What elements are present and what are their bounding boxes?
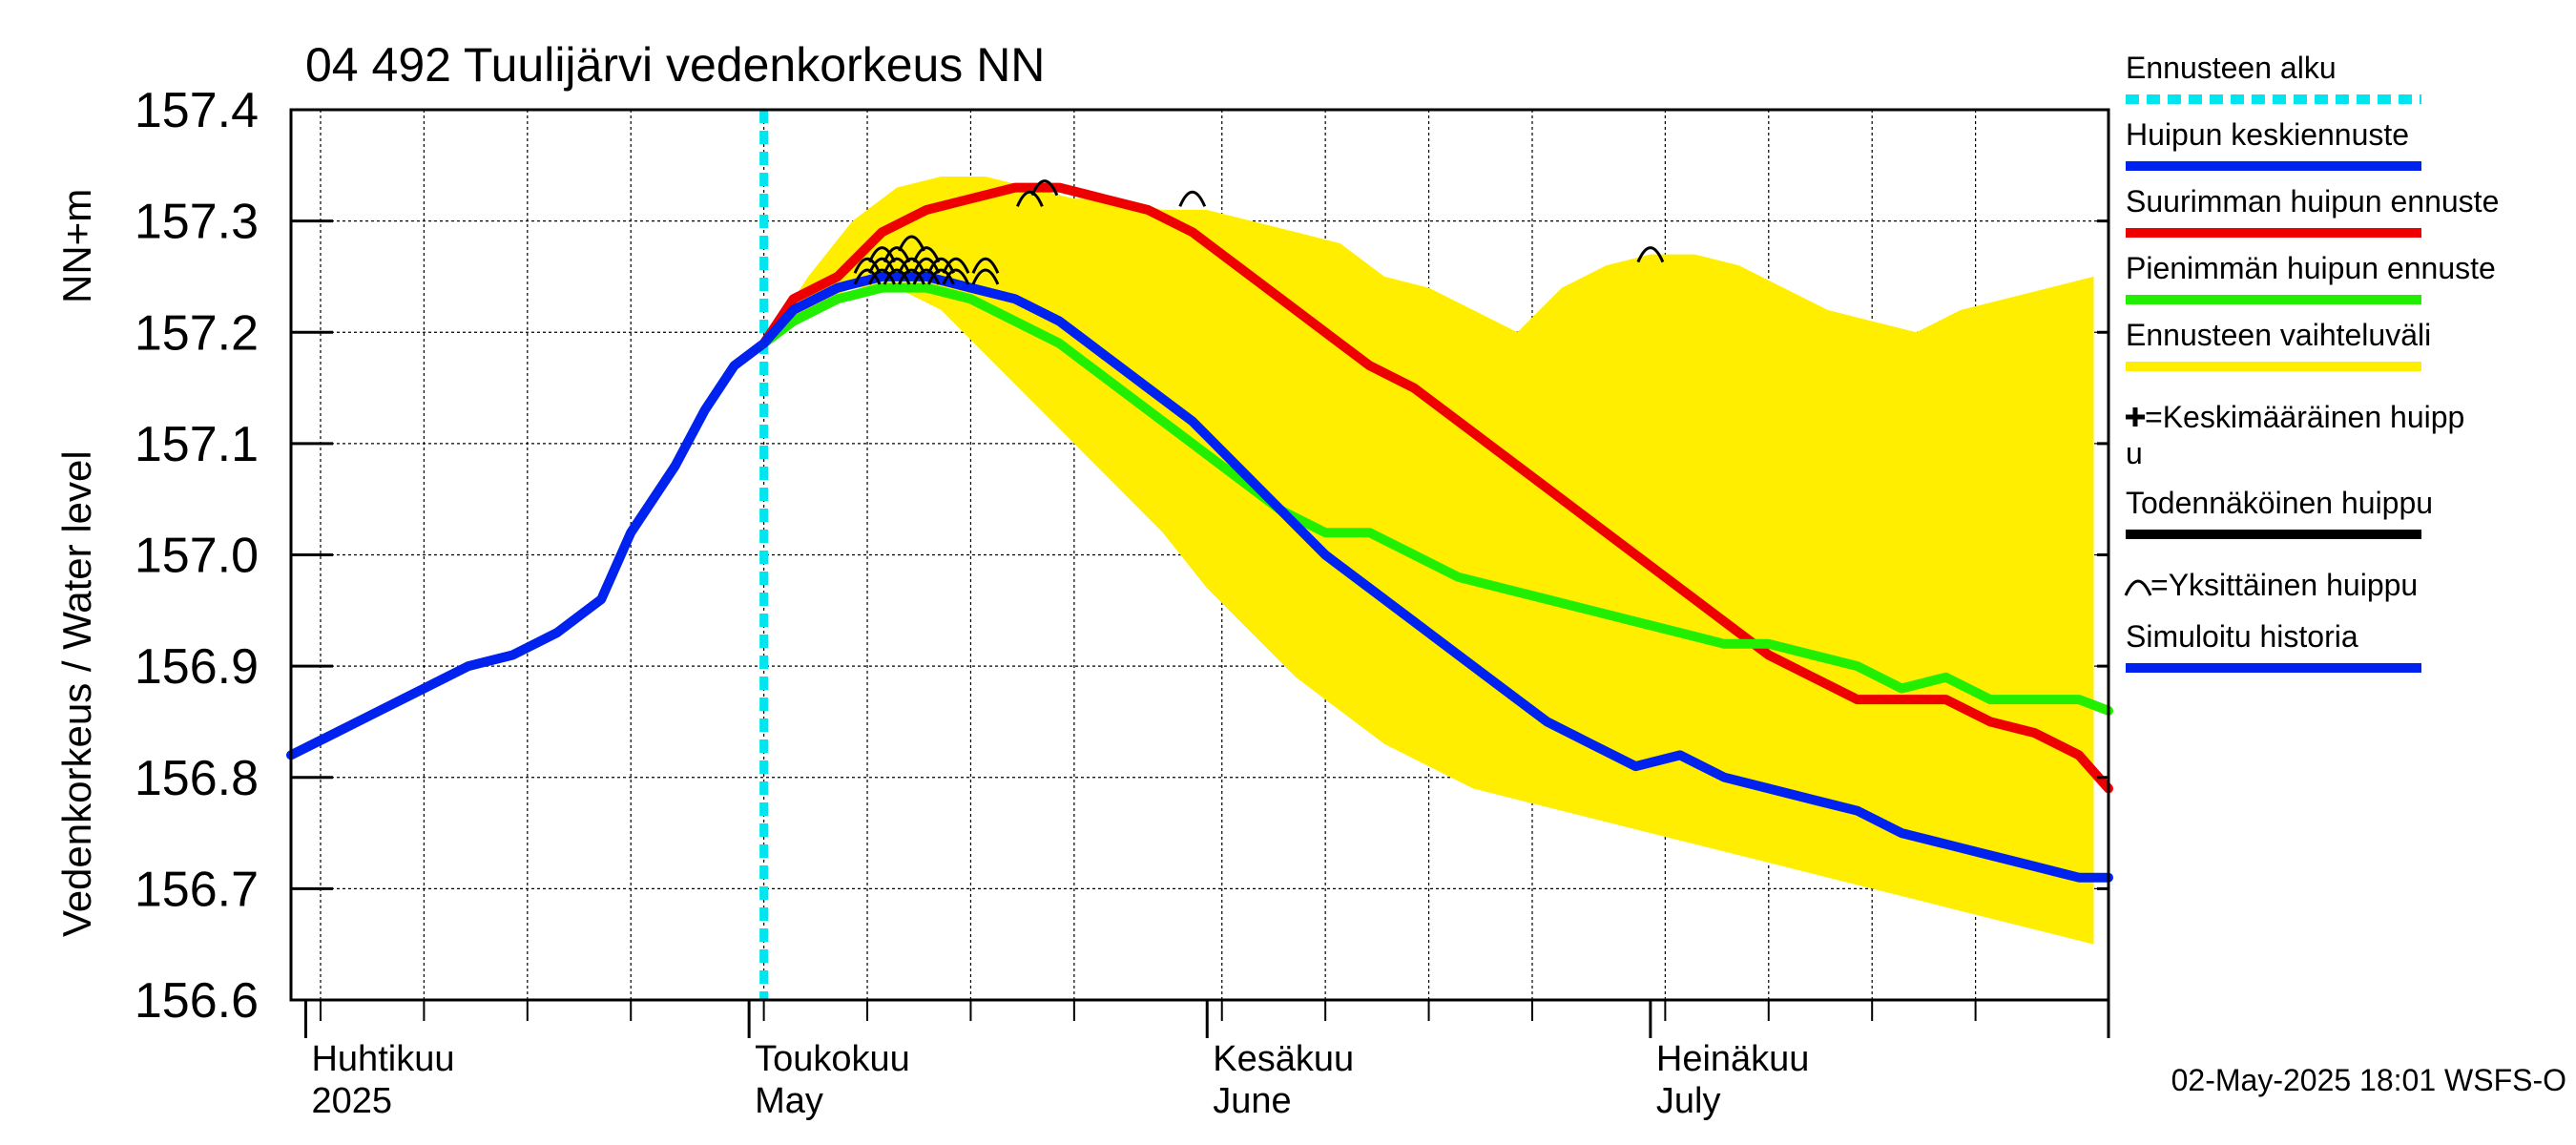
peak-marker	[898, 257, 925, 274]
y-axis-unit: NN+m	[54, 189, 99, 303]
peak-marker	[942, 257, 970, 274]
peak-marker	[927, 268, 955, 285]
peak-marker	[868, 257, 896, 274]
peak-marker	[868, 268, 896, 285]
legend-label: Suurimman huipun ennuste	[2126, 184, 2499, 219]
legend-label: Todennäköinen huippu	[2126, 486, 2433, 520]
y-tick-label: 156.9	[135, 639, 259, 695]
y-tick-label: 157.0	[135, 529, 259, 584]
chart-title: 04 492 Tuulijärvi vedenkorkeus NN	[305, 38, 1045, 92]
peak-marker	[883, 268, 911, 285]
peak-marker	[883, 257, 911, 274]
timestamp-footer: 02-May-2025 18:01 WSFS-O	[2171, 1063, 2566, 1097]
x-month-sublabel: June	[1213, 1081, 1291, 1121]
legend-label: =Keskimääräinen huipp	[2145, 400, 2464, 434]
y-tick-label: 156.7	[135, 862, 259, 917]
peak-marker	[912, 268, 941, 285]
peak-marker	[912, 246, 941, 263]
series-min-peak-forecast	[758, 282, 2113, 716]
y-axis-label: Vedenkorkeus / Water level	[54, 450, 99, 937]
legend: Ennusteen alku Huipun keskiennuste Suurimm…	[2124, 51, 2499, 673]
peak-marker	[853, 257, 882, 274]
peak-marker	[927, 257, 955, 274]
legend-label: Pienimmän huipun ennuste	[2126, 251, 2496, 285]
y-tick-label: 157.2	[135, 305, 259, 361]
peak-marker	[1016, 190, 1044, 207]
legend-label: Ennusteen vaihteluväli	[2126, 318, 2431, 352]
peak-marker	[868, 246, 896, 263]
peak-markers	[853, 179, 1665, 285]
legend-label: Huipun keskiennuste	[2126, 117, 2409, 152]
peak-marker	[1636, 246, 1665, 263]
peak-marker	[1030, 179, 1059, 197]
legend-plus-icon	[2126, 407, 2145, 427]
legend-arc-icon	[2124, 579, 2152, 596]
legend-label: Simuloitu historia	[2126, 619, 2358, 654]
peak-marker	[898, 268, 925, 285]
legend-label: =Yksittäinen huippu	[2150, 568, 2418, 602]
y-tick-label: 156.8	[135, 751, 259, 806]
x-month-sublabel: May	[755, 1081, 823, 1121]
y-tick-label: 156.6	[135, 973, 259, 1029]
series-max-peak-forecast	[758, 182, 2113, 794]
peak-marker	[853, 268, 882, 285]
y-tick-label: 157.4	[135, 83, 259, 138]
peak-marker	[971, 257, 1000, 274]
peak-marker	[942, 268, 970, 285]
peak-marker	[898, 235, 925, 252]
x-month-sublabel: July	[1656, 1081, 1721, 1121]
peak-marker	[971, 268, 1000, 285]
x-month-sublabel: 2025	[311, 1081, 392, 1121]
legend-label-continuation: u	[2126, 436, 2143, 470]
x-month-label: Huhtikuu	[311, 1039, 454, 1079]
series-simulated-history	[286, 338, 769, 760]
peak-marker	[1178, 190, 1207, 207]
series-mean-peak-forecast	[758, 271, 2113, 883]
x-month-label: Toukokuu	[755, 1039, 910, 1079]
y-tick-label: 157.1	[135, 417, 259, 472]
peak-marker	[912, 257, 941, 274]
plot-area: 156.6 156.7 156.8 156.9 157.0 157.1 157.2 157.3…	[135, 83, 2113, 1121]
x-month-label: Heinäkuu	[1656, 1039, 1810, 1079]
x-month-label: Kesäkuu	[1213, 1039, 1354, 1079]
legend-label: Ennusteen alku	[2126, 51, 2337, 85]
peak-marker	[883, 246, 911, 263]
y-tick-label: 157.3	[135, 195, 259, 250]
